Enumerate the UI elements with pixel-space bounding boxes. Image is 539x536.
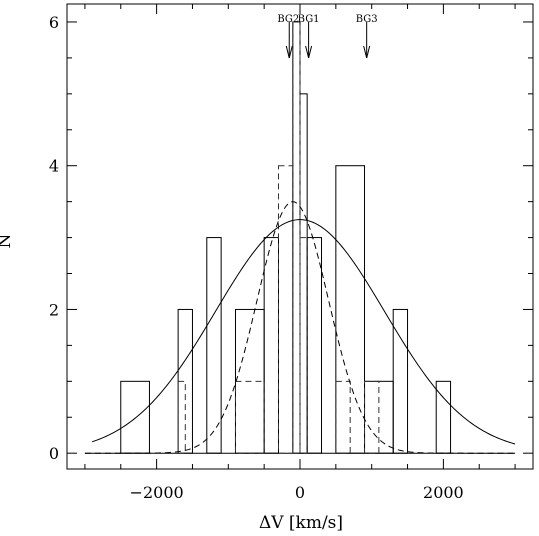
x-tick-label: 0 [295, 483, 305, 502]
dashed-histogram-bar [177, 380, 186, 454]
y-tick-label: 0 [49, 444, 59, 463]
solid-gaussian-fit [91, 219, 516, 445]
x-axis-label: ΔV [km/s] [259, 513, 343, 533]
dashed-histogram-bar [292, 21, 301, 454]
solid-histogram-bar [263, 237, 279, 454]
annotation-label: BG2 [277, 14, 299, 25]
dashed-gaussian-fit [84, 201, 516, 454]
dashed-histogram-bar [234, 380, 265, 454]
solid-histogram-bar [206, 237, 222, 454]
x-tick-label: −2000 [130, 483, 184, 502]
y-tick-label: 2 [49, 300, 59, 319]
solid-histogram-bar [335, 165, 366, 454]
y-tick-label: 4 [49, 157, 59, 176]
dashed-histogram-bar [299, 237, 308, 454]
annotation-arrow-head [305, 45, 313, 59]
dashed-histogram-bar [364, 380, 380, 454]
solid-histogram-bar [292, 21, 301, 454]
dashed-histogram-bar [335, 380, 351, 454]
axes: −2000 0 2000 0 2 4 6 [49, 3, 534, 502]
solid-histogram-bar [120, 380, 150, 454]
annotation-arrow-head [363, 45, 371, 59]
solid-histogram-bar [299, 93, 308, 454]
solid-histogram-bar [392, 308, 409, 454]
y-tick-label: 6 [49, 13, 59, 32]
annotation-label: BG1 [298, 14, 320, 25]
annotation-label: BG3 [356, 14, 378, 25]
dashed-histogram-bar [277, 165, 294, 454]
y-axis-label: N [0, 233, 15, 248]
solid-histogram-bar [306, 237, 323, 454]
x-tick-label: 2000 [423, 483, 464, 502]
annotation-arrow-head [285, 45, 293, 59]
